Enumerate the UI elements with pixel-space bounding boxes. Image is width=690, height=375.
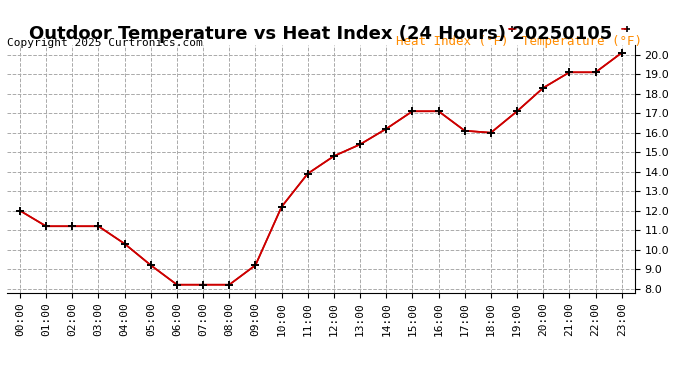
Title: Outdoor Temperature vs Heat Index (24 Hours) 20250105: Outdoor Temperature vs Heat Index (24 Ho… (29, 26, 613, 44)
Text: Temperature (°F): Temperature (°F) (522, 35, 642, 48)
Text: Heat Index (°F): Heat Index (°F) (396, 35, 509, 48)
Text: Copyright 2025 Curtronics.com: Copyright 2025 Curtronics.com (7, 38, 203, 48)
